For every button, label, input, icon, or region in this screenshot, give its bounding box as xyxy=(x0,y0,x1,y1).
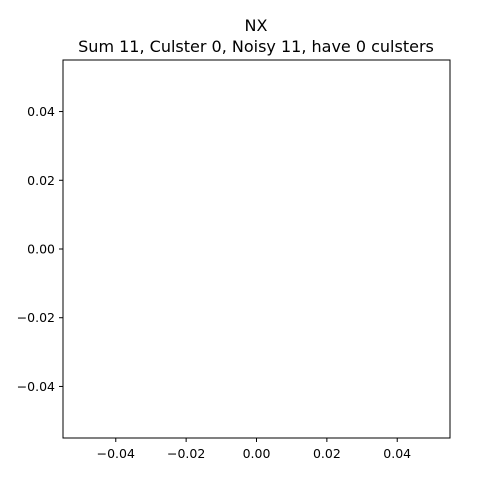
y-tick-label: 0.04 xyxy=(27,104,55,119)
x-axis: −0.04 −0.02 0.00 0.02 0.04 xyxy=(97,438,411,461)
x-tick-label: 0.00 xyxy=(243,446,271,461)
y-tick-label: −0.04 xyxy=(17,379,55,394)
y-tick-label: 0.00 xyxy=(27,242,55,257)
chart-title: NX xyxy=(245,16,268,35)
chart-subtitle: Sum 11, Culster 0, Noisy 11, have 0 culs… xyxy=(78,37,434,56)
y-tick-label: −0.02 xyxy=(17,310,55,325)
x-tick-label: 0.04 xyxy=(383,446,411,461)
x-tick-label: −0.02 xyxy=(167,446,205,461)
plot-area xyxy=(62,59,451,439)
y-tick-label: 0.02 xyxy=(27,173,55,188)
axes-frame xyxy=(62,59,451,439)
x-tick-label: −0.04 xyxy=(97,446,135,461)
y-axis: 0.04 0.02 0.00 −0.02 −0.04 xyxy=(17,104,63,394)
x-tick-label: 0.02 xyxy=(313,446,341,461)
